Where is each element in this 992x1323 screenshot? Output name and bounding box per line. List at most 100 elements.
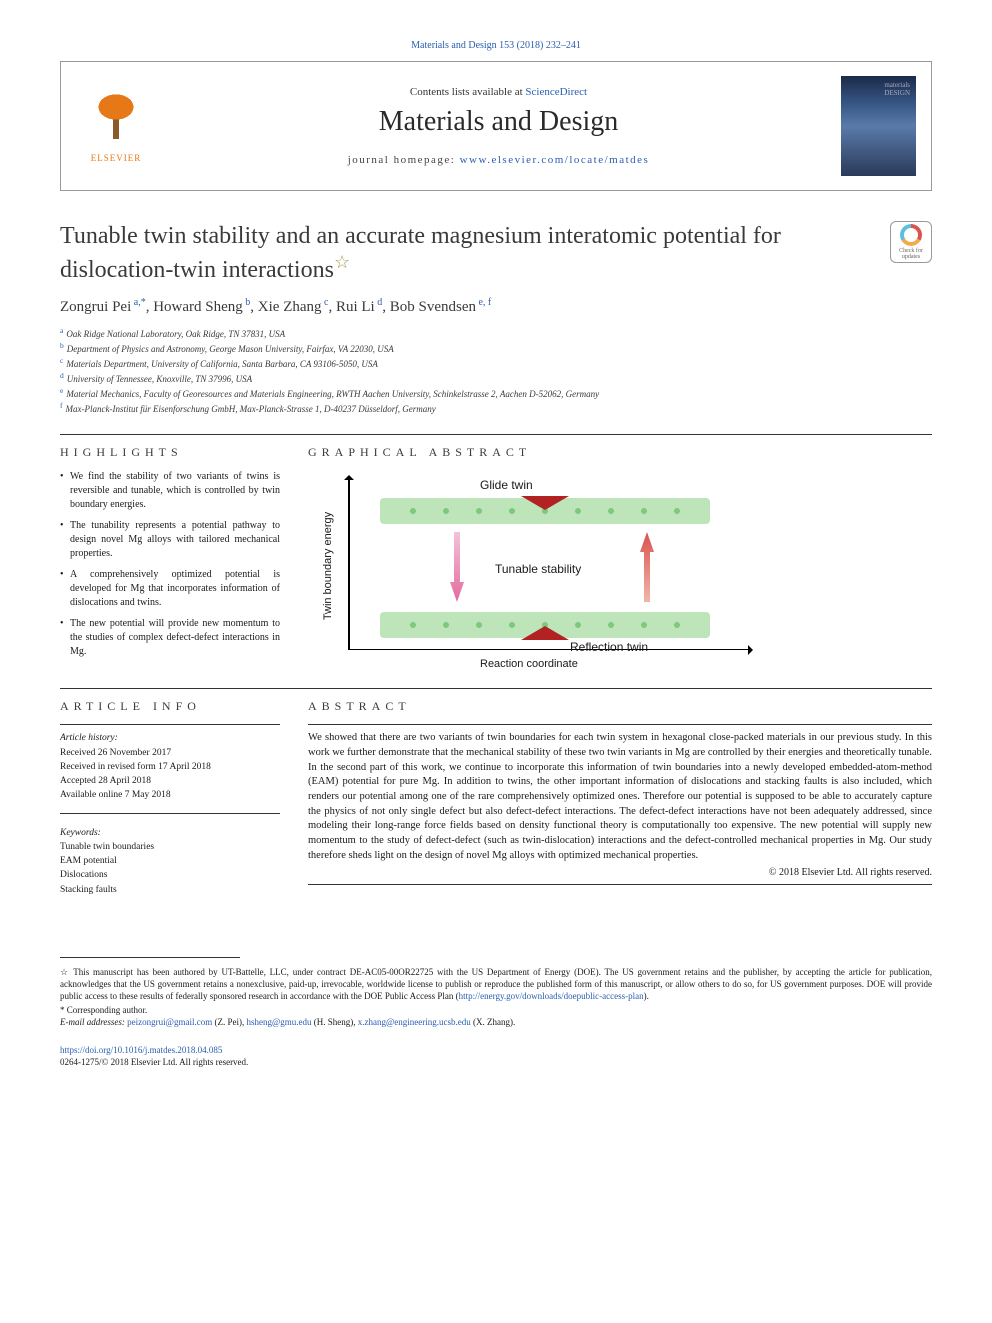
author-name: Howard Sheng	[153, 299, 243, 315]
affiliation-line: dUniversity of Tennessee, Knoxville, TN …	[60, 371, 932, 386]
highlight-item: The new potential will provide new momen…	[60, 617, 280, 659]
doi-link[interactable]: https://doi.org/10.1016/j.matdes.2018.04…	[60, 1045, 222, 1055]
author-affil-sup: e, f	[476, 297, 491, 308]
affiliation-sup: f	[60, 401, 63, 410]
ga-x-axis	[348, 649, 748, 651]
email-link[interactable]: peizongrui@gmail.com	[127, 1017, 212, 1027]
keyword-line: Dislocations	[60, 868, 280, 882]
author-name: Zongrui Pei	[60, 299, 131, 315]
journal-homepage-line: journal homepage: www.elsevier.com/locat…	[156, 154, 841, 166]
highlight-item: A comprehensively optimized potential is…	[60, 568, 280, 610]
emails-line: E-mail addresses: peizongrui@gmail.com (…	[60, 1017, 932, 1027]
emails-list: peizongrui@gmail.com (Z. Pei), hsheng@gm…	[127, 1017, 515, 1027]
upper-columns: HIGHLIGHTS We find the stability of two …	[60, 445, 932, 688]
keywords-block: Keywords: Tunable twin boundariesEAM pot…	[60, 826, 280, 897]
graphical-abstract-heading: GRAPHICAL ABSTRACT	[308, 445, 932, 460]
publisher-logo: ELSEVIER	[76, 79, 156, 174]
journal-homepage-link[interactable]: www.elsevier.com/locate/matdes	[460, 154, 650, 166]
article-title: Tunable twin stability and an accurate m…	[60, 221, 875, 285]
affiliation-line: bDepartment of Physics and Astronomy, Ge…	[60, 341, 932, 356]
abstract-column: ABSTRACT We showed that there are two va…	[308, 699, 932, 897]
issn-copyright: 0264-1275/© 2018 Elsevier Ltd. All right…	[60, 1057, 248, 1067]
email-link[interactable]: hsheng@gmu.edu	[246, 1017, 311, 1027]
affiliation-sup: d	[60, 371, 64, 380]
publisher-name: ELSEVIER	[91, 153, 142, 163]
article-info-column: ARTICLE INFO Article history: Received 2…	[60, 699, 280, 897]
affiliation-line: fMax-Planck-Institut für Eisenforschung …	[60, 401, 932, 416]
title-row: Tunable twin stability and an accurate m…	[60, 221, 932, 285]
graphical-abstract-figure: Twin boundary energy Reaction coordinate…	[320, 470, 780, 670]
article-info-heading: ARTICLE INFO	[60, 699, 280, 714]
affiliation-sup: e	[60, 386, 63, 395]
corresponding-author-note: * Corresponding author.	[60, 1005, 932, 1015]
affiliation-line: aOak Ridge National Laboratory, Oak Ridg…	[60, 326, 932, 341]
history-line: Available online 7 May 2018	[60, 788, 280, 802]
ga-y-axis	[348, 480, 350, 650]
affiliation-sup: b	[60, 341, 64, 350]
affiliations-block: aOak Ridge National Laboratory, Oak Ridg…	[60, 326, 932, 416]
author-affil-sup: d	[375, 297, 383, 308]
highlights-column: HIGHLIGHTS We find the stability of two …	[60, 445, 280, 688]
author-name: Bob Svendsen	[390, 299, 476, 315]
journal-cover-thumbnail	[841, 76, 916, 176]
header-center: Contents lists available at ScienceDirec…	[156, 86, 841, 166]
journal-title: Materials and Design	[156, 106, 841, 138]
author-name: Xie Zhang	[258, 299, 322, 315]
crossmark-badge[interactable]: Check for updates	[890, 221, 932, 263]
doi-block: https://doi.org/10.1016/j.matdes.2018.04…	[60, 1045, 932, 1068]
crossmark-text-2: updates	[902, 254, 920, 260]
email-link[interactable]: x.zhang@engineering.ucsb.edu	[358, 1017, 471, 1027]
ga-y-axis-label: Twin boundary energy	[322, 512, 334, 620]
journal-header: ELSEVIER Contents lists available at Sci…	[60, 61, 932, 191]
author-affil-sup: b	[243, 297, 251, 308]
lower-columns: ARTICLE INFO Article history: Received 2…	[60, 699, 932, 897]
abstract-copyright: © 2018 Elsevier Ltd. All rights reserved…	[308, 867, 932, 878]
authors-line: Zongrui Pei a,*, Howard Sheng b, Xie Zha…	[60, 297, 932, 316]
crossmark-ring-icon	[900, 224, 922, 246]
footnote-rule	[60, 957, 240, 958]
ga-up-arrow-icon	[640, 532, 654, 602]
affiliation-sup: a	[60, 326, 63, 335]
article-history-lines: Received 26 November 2017Received in rev…	[60, 746, 280, 803]
keyword-line: EAM potential	[60, 854, 280, 868]
top-citation: Materials and Design 153 (2018) 232–241	[60, 40, 932, 51]
highlight-item: We find the stability of two variants of…	[60, 470, 280, 512]
section-rule	[60, 434, 932, 435]
contents-prefix: Contents lists available at	[410, 86, 525, 98]
keyword-line: Tunable twin boundaries	[60, 840, 280, 854]
footnote-star: ☆ This manuscript has been authored by U…	[60, 966, 932, 1002]
elsevier-tree-icon	[86, 89, 146, 149]
highlights-heading: HIGHLIGHTS	[60, 445, 280, 460]
article-history-head: Article history:	[60, 731, 280, 745]
affiliation-sup: c	[60, 356, 63, 365]
ga-bottom-band	[380, 612, 710, 638]
ga-x-axis-label: Reaction coordinate	[480, 658, 578, 670]
footnote-star-suffix: ).	[644, 991, 649, 1001]
homepage-prefix: journal homepage:	[348, 154, 460, 166]
abstract-heading: ABSTRACT	[308, 699, 932, 714]
ga-vee-down-icon	[521, 496, 569, 510]
doe-plan-link[interactable]: http://energy.gov/downloads/doepublic-ac…	[459, 991, 644, 1001]
ga-top-band	[380, 498, 710, 524]
author-affil-sup: c	[322, 297, 329, 308]
graphical-abstract-column: GRAPHICAL ABSTRACT Twin boundary energy …	[308, 445, 932, 688]
sciencedirect-link[interactable]: ScienceDirect	[525, 86, 587, 98]
highlights-list: We find the stability of two variants of…	[60, 470, 280, 659]
keyword-line: Stacking faults	[60, 883, 280, 897]
title-footnote-star-icon: ☆	[334, 252, 350, 272]
ga-tunable-label: Tunable stability	[495, 562, 581, 576]
history-line: Received in revised form 17 April 2018	[60, 760, 280, 774]
history-line: Received 26 November 2017	[60, 746, 280, 760]
ga-down-arrow-icon	[450, 532, 464, 602]
keywords-head: Keywords:	[60, 826, 280, 840]
ga-glide-label: Glide twin	[480, 478, 533, 492]
article-info-block: Article history: Received 26 November 20…	[60, 731, 280, 897]
history-line: Accepted 28 April 2018	[60, 774, 280, 788]
author-affil-sup: a,*	[131, 297, 145, 308]
affiliation-line: cMaterials Department, University of Cal…	[60, 356, 932, 371]
emails-label: E-mail addresses:	[60, 1017, 127, 1027]
keywords-lines: Tunable twin boundariesEAM potentialDisl…	[60, 840, 280, 897]
ga-reflection-label: Reflection twin	[570, 640, 648, 654]
ga-vee-up-icon	[521, 626, 569, 640]
affiliation-line: eMaterial Mechanics, Faculty of Georesou…	[60, 386, 932, 401]
